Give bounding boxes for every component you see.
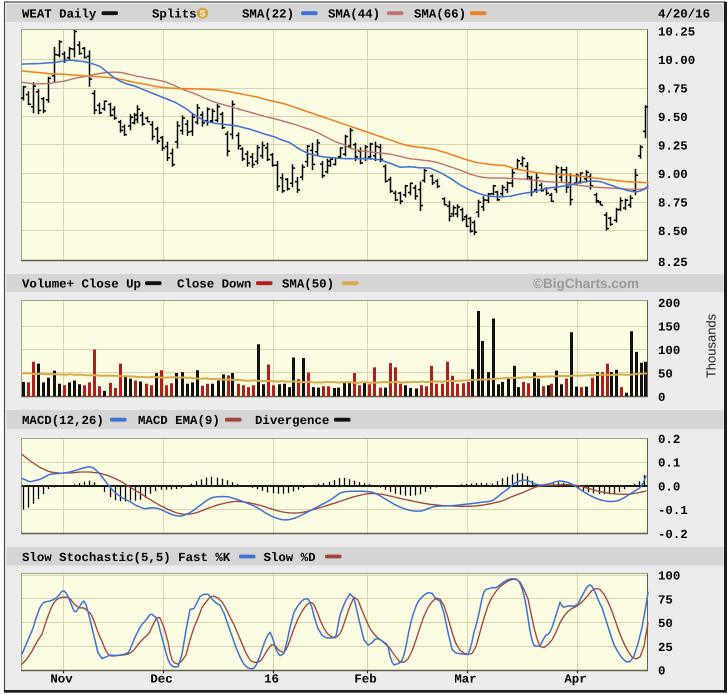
svg-text:9.00: 9.00 bbox=[658, 168, 688, 182]
svg-text:S: S bbox=[200, 8, 206, 18]
svg-text:100: 100 bbox=[658, 570, 680, 584]
svg-text:Dec: Dec bbox=[150, 672, 172, 686]
svg-text:8.75: 8.75 bbox=[658, 196, 688, 210]
svg-text:SMA(22): SMA(22) bbox=[242, 8, 294, 22]
svg-text:MACD EMA(9): MACD EMA(9) bbox=[138, 414, 220, 428]
svg-text:Thousands: Thousands bbox=[704, 313, 719, 378]
svg-text:0.0: 0.0 bbox=[658, 480, 680, 494]
svg-text:0: 0 bbox=[658, 391, 665, 405]
svg-text:SMA(66): SMA(66) bbox=[414, 8, 466, 22]
svg-text:0.2: 0.2 bbox=[658, 433, 680, 447]
svg-text:8.25: 8.25 bbox=[658, 256, 688, 270]
svg-text:Splits: Splits bbox=[152, 8, 197, 22]
svg-text:25: 25 bbox=[658, 641, 673, 655]
svg-text:Slow Stochastic(5,5) Fast %K: Slow Stochastic(5,5) Fast %K bbox=[22, 551, 231, 565]
svg-text:Mar: Mar bbox=[454, 672, 476, 686]
svg-text:50: 50 bbox=[658, 367, 673, 381]
svg-text:9.50: 9.50 bbox=[658, 111, 688, 125]
svg-text:SMA(50): SMA(50) bbox=[282, 278, 334, 292]
svg-text:WEAT Daily: WEAT Daily bbox=[22, 8, 97, 22]
svg-text:Close Down: Close Down bbox=[177, 278, 251, 292]
svg-text:Divergence: Divergence bbox=[255, 414, 329, 428]
svg-text:©BigCharts.com: ©BigCharts.com bbox=[533, 276, 639, 291]
svg-text:9.75: 9.75 bbox=[658, 82, 688, 96]
svg-text:150: 150 bbox=[658, 320, 680, 334]
svg-text:4/20/16: 4/20/16 bbox=[658, 8, 710, 22]
svg-text:16: 16 bbox=[264, 672, 279, 686]
svg-text:Feb: Feb bbox=[354, 672, 376, 686]
svg-text:-0.1: -0.1 bbox=[658, 504, 688, 518]
svg-text:200: 200 bbox=[658, 297, 680, 311]
svg-text:Apr: Apr bbox=[564, 672, 586, 686]
svg-text:10.00: 10.00 bbox=[658, 54, 695, 68]
svg-text:0.1: 0.1 bbox=[658, 457, 680, 471]
svg-text:0: 0 bbox=[658, 665, 665, 679]
svg-text:Nov: Nov bbox=[50, 672, 73, 686]
svg-text:75: 75 bbox=[658, 593, 673, 607]
svg-text:-0.2: -0.2 bbox=[658, 528, 688, 542]
svg-text:8.50: 8.50 bbox=[658, 225, 688, 239]
svg-text:MACD(12,26): MACD(12,26) bbox=[22, 414, 104, 428]
svg-text:100: 100 bbox=[658, 344, 680, 358]
svg-text:Slow %D: Slow %D bbox=[264, 551, 316, 565]
svg-text:Volume+ Close Up: Volume+ Close Up bbox=[22, 278, 141, 292]
svg-text:50: 50 bbox=[658, 617, 673, 631]
svg-text:10.25: 10.25 bbox=[658, 25, 695, 39]
svg-text:9.25: 9.25 bbox=[658, 139, 688, 153]
svg-text:SMA(44): SMA(44) bbox=[328, 8, 380, 22]
